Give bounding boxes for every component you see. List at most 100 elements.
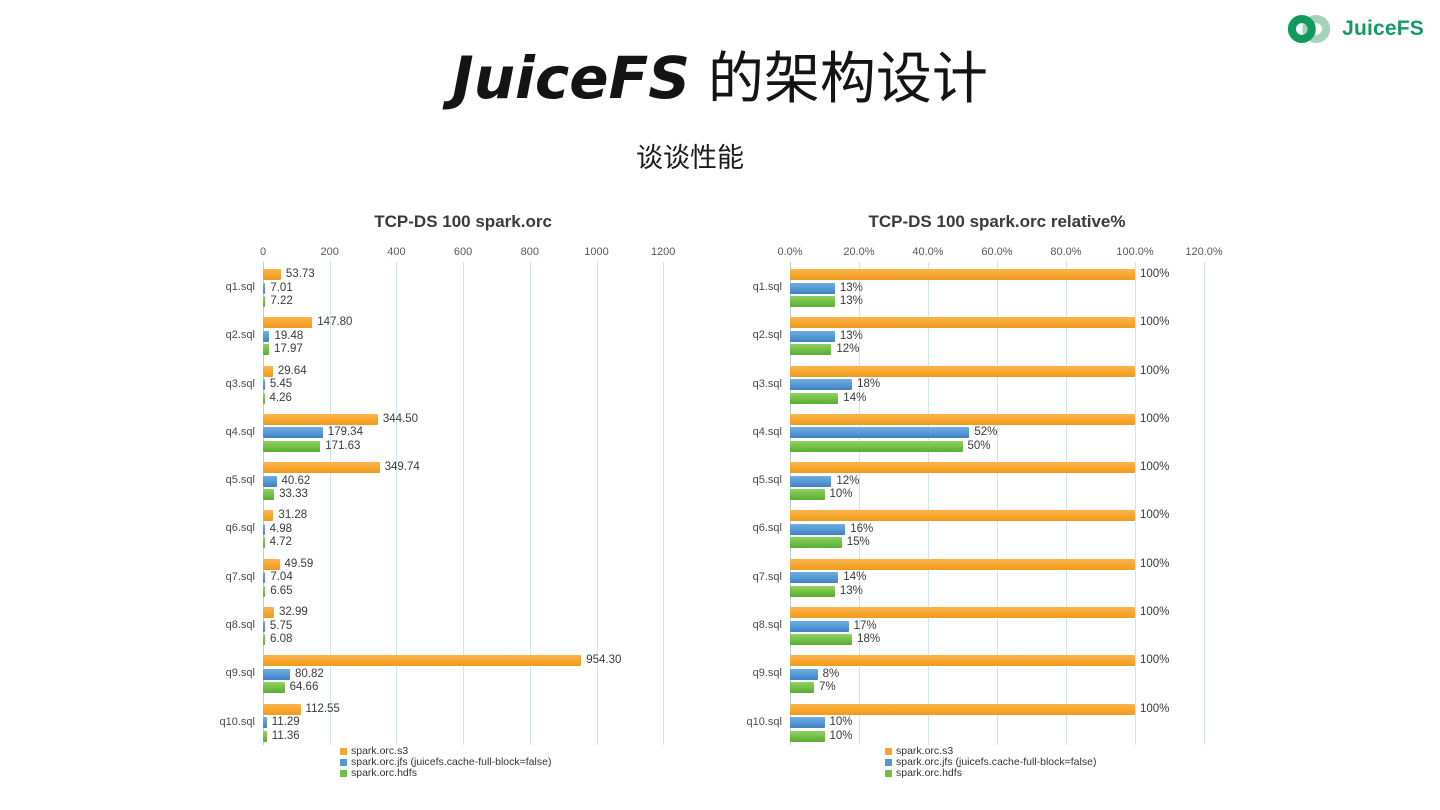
bar bbox=[263, 607, 274, 619]
gridline bbox=[790, 262, 791, 745]
bar bbox=[263, 392, 265, 404]
category-label: q9.sql bbox=[752, 667, 782, 680]
chart-title: TCP-DS 100 spark.orc bbox=[374, 212, 552, 231]
value-label: 50% bbox=[967, 439, 991, 452]
bar bbox=[263, 296, 266, 307]
bar bbox=[263, 730, 267, 742]
legend-item: spark.orc.hdfs bbox=[340, 768, 705, 778]
value-label: 10% bbox=[829, 488, 853, 501]
value-label: 100% bbox=[1140, 316, 1170, 329]
bar bbox=[790, 475, 832, 487]
bar-group-q2.sql: q2.sql 147.80 19.48 17.97 bbox=[200, 310, 705, 358]
value-label: 7% bbox=[819, 681, 836, 694]
bar-group-q1.sql: q1.sql 53.73 7.01 7.22 bbox=[200, 262, 705, 310]
bar bbox=[790, 365, 1135, 377]
category-label: q9.sql bbox=[225, 667, 255, 680]
category-label: q4.sql bbox=[225, 425, 255, 438]
value-label: 349.74 bbox=[384, 461, 420, 474]
value-label: 14% bbox=[843, 571, 867, 584]
logo-text: JuiceFS bbox=[1342, 17, 1424, 40]
bar-group-q10.sql: q10.sql 112.55 11.29 11.36 bbox=[200, 697, 705, 745]
value-label: 13% bbox=[839, 329, 863, 342]
bar bbox=[790, 585, 835, 597]
gridline bbox=[997, 262, 998, 745]
value-label: 4.26 bbox=[269, 391, 292, 404]
value-label: 6.08 bbox=[270, 633, 293, 646]
bar bbox=[790, 392, 839, 404]
gridline bbox=[596, 262, 598, 745]
bar bbox=[263, 462, 380, 474]
bar-group-q7.sql: q7.sql 100% 14% 13% bbox=[727, 552, 1242, 600]
value-label: 16% bbox=[850, 522, 874, 535]
value-label: 171.63 bbox=[325, 439, 361, 452]
gridline bbox=[859, 262, 860, 745]
value-label: 112.55 bbox=[305, 702, 340, 715]
category-label: q4.sql bbox=[752, 425, 782, 438]
value-label: 7.01 bbox=[270, 281, 293, 294]
x-axis: 0.0% 20.0% 40.0% 60.0% 80.0% 100.0% 120.0% bbox=[727, 238, 1242, 262]
bar-group-q6.sql: q6.sql 31.28 4.98 4.72 bbox=[200, 503, 705, 551]
slide-subtitle: 谈谈性能 bbox=[636, 143, 744, 174]
bar bbox=[790, 413, 1135, 425]
tick-label: 200 bbox=[320, 246, 339, 258]
category-label: q2.sql bbox=[225, 329, 255, 342]
bar bbox=[790, 282, 835, 294]
bar bbox=[790, 655, 1135, 667]
bar bbox=[790, 510, 1135, 522]
value-label: 5.75 bbox=[269, 619, 293, 632]
bar bbox=[263, 523, 265, 535]
category-label: q1.sql bbox=[752, 281, 782, 293]
legend-item: spark.orc.hdfs bbox=[885, 768, 1242, 778]
value-label: 80.82 bbox=[294, 667, 324, 680]
value-label: 29.64 bbox=[277, 364, 307, 377]
legend-marker bbox=[340, 747, 347, 755]
bar bbox=[263, 379, 265, 391]
bar bbox=[790, 344, 832, 356]
value-label: 100% bbox=[1140, 702, 1170, 715]
legend-marker bbox=[885, 758, 892, 766]
gridline bbox=[1066, 262, 1067, 745]
bar bbox=[263, 282, 266, 294]
tick-label: 800 bbox=[520, 246, 539, 258]
bar-group-q6.sql: q6.sql 100% 16% 15% bbox=[727, 503, 1242, 551]
legend-marker bbox=[885, 747, 892, 755]
legend-marker bbox=[340, 758, 347, 766]
category-label: q7.sql bbox=[225, 570, 255, 583]
bar bbox=[263, 537, 265, 549]
value-label: 4.98 bbox=[269, 522, 293, 535]
value-label: 344.50 bbox=[382, 412, 419, 425]
legend-marker bbox=[340, 769, 347, 777]
tick-label: 80.0% bbox=[1050, 246, 1082, 258]
gridline bbox=[663, 262, 665, 745]
bar bbox=[263, 620, 265, 632]
tick-label: 0.0% bbox=[777, 246, 803, 258]
legend-item: spark.orc.s3 bbox=[885, 746, 1242, 756]
bar bbox=[263, 440, 321, 452]
value-label: 19.48 bbox=[274, 329, 304, 342]
value-label: 147.80 bbox=[317, 316, 353, 329]
bar bbox=[263, 668, 290, 680]
bar bbox=[790, 572, 839, 584]
legend-item: spark.orc.jfs (juicefs.cache-full-block=… bbox=[885, 757, 1242, 767]
bar-group-q7.sql: q7.sql 49.59 7.04 6.65 bbox=[200, 552, 705, 600]
gridline bbox=[329, 262, 331, 745]
bar-group-q2.sql: q2.sql 100% 13% 12% bbox=[727, 310, 1242, 358]
bar bbox=[263, 330, 270, 342]
bar bbox=[790, 682, 815, 694]
bar bbox=[263, 475, 277, 487]
tick-label: 1000 bbox=[584, 246, 609, 258]
bar-group-q4.sql: q4.sql 344.50 179.34 171.63 bbox=[200, 407, 705, 455]
x-axis: 0 200 400 600 800 1000 1200 bbox=[200, 238, 705, 262]
bar bbox=[790, 296, 835, 307]
bar bbox=[263, 634, 266, 646]
legend-label: spark.orc.hdfs bbox=[351, 767, 417, 779]
bar-group-q9.sql: q9.sql 954.30 80.82 64.66 bbox=[200, 648, 705, 696]
gridline bbox=[396, 262, 398, 745]
tick-label: 40.0% bbox=[912, 246, 944, 258]
gridline bbox=[1135, 262, 1136, 745]
value-label: 11.29 bbox=[271, 716, 300, 729]
bar bbox=[263, 365, 273, 377]
gridline bbox=[529, 262, 531, 745]
value-label: 7.22 bbox=[270, 295, 293, 307]
